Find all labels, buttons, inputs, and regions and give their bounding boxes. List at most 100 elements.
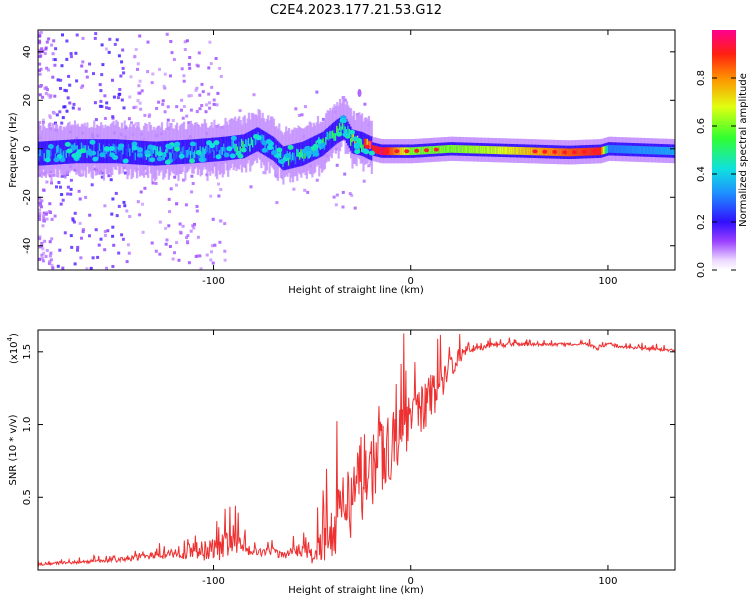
spectrogram-cell <box>587 147 590 156</box>
spectrogram-cell <box>51 145 54 154</box>
spectrogram-cell <box>529 147 532 156</box>
spectrogram-cell <box>194 150 197 159</box>
spectrogram-cell <box>211 261 215 265</box>
spectrogram-cell <box>542 149 548 154</box>
spectrogram-cell <box>54 47 58 51</box>
spectrogram-cell <box>42 251 46 255</box>
spectrogram-cell <box>577 148 580 156</box>
spectrogram-cell <box>341 190 345 194</box>
spectrogram-cell <box>53 111 56 115</box>
spectrogram-cell <box>218 240 222 244</box>
spectrogram-cell <box>276 147 283 153</box>
spectrogram-cell <box>137 147 143 153</box>
spectrogram-cell <box>90 183 94 187</box>
spectrogram-cell <box>221 147 224 155</box>
spectrogram-cell <box>59 78 63 82</box>
spectrogram-cell <box>312 143 319 149</box>
spectrogram-cell <box>205 146 208 154</box>
spectrogram-cell <box>158 220 162 224</box>
spectrogram-cell <box>467 145 470 154</box>
spectrogram-cell <box>189 108 193 112</box>
spectrogram-cell <box>38 203 42 207</box>
spectrogram-cell <box>460 145 463 153</box>
spectrogram-cell <box>200 82 204 86</box>
spectrogram-cell <box>44 255 48 258</box>
spectrogram-cell <box>38 62 42 66</box>
spectrogram-cell <box>75 33 79 37</box>
spectrogram-cell <box>118 88 122 91</box>
spectrogram-cell <box>182 105 186 108</box>
spectrogram-cell <box>61 266 65 270</box>
spectrogram-cell <box>53 150 56 159</box>
spectrogram-cell <box>239 146 242 155</box>
spectrogram-cell <box>367 140 371 149</box>
spectrogram-cell <box>64 141 71 147</box>
spectrogram-cell <box>150 241 154 245</box>
colorbar-tick-label: 0.0 <box>696 262 707 278</box>
spectrogram-cell <box>164 242 168 246</box>
spectrogram-cell <box>199 267 203 270</box>
spectrogram-cell <box>332 195 336 199</box>
spectrogram-cell <box>164 159 171 165</box>
spectrogram-cell <box>40 199 44 203</box>
spectrogram-cell <box>263 135 266 143</box>
spectrogram-cell <box>297 152 304 158</box>
spectrogram-cell <box>123 150 126 159</box>
spectrogram-cell <box>540 147 543 156</box>
spectrogram-cell <box>316 139 323 144</box>
spectrogram-cell <box>296 148 299 157</box>
spectrogram-cell <box>175 183 178 187</box>
spectrogram-cell <box>420 146 423 155</box>
spectrogram-cell <box>223 222 227 226</box>
spectrogram-cell <box>150 81 154 85</box>
spectrogram-cell <box>612 145 615 153</box>
spectrogram-cell <box>571 150 577 155</box>
spectrogram-cell <box>147 114 151 118</box>
spectrogram-cell <box>65 89 68 93</box>
spectrogram-cell <box>38 72 42 76</box>
spectrogram-cell <box>655 146 658 155</box>
spectrogram-cell <box>229 153 236 159</box>
spectrogram-cell <box>119 74 123 78</box>
spectrogram-cell <box>88 213 92 217</box>
spectrogram-cell <box>114 191 118 195</box>
spectrogram-cell <box>599 147 603 156</box>
spectrogram-cell <box>76 248 79 252</box>
spectrogram-cell <box>644 146 647 154</box>
spectrogram-cell <box>646 146 649 155</box>
spectrogram-cell <box>334 120 337 145</box>
spectrogram-cell <box>336 125 339 134</box>
spectrogram-cell <box>48 116 52 120</box>
spectrogram-cell <box>84 195 88 199</box>
spectrogram-cell <box>207 92 211 96</box>
spectrogram-cell <box>471 145 474 154</box>
spectrogram-cell <box>69 178 73 182</box>
spectrogram-cell <box>180 98 184 102</box>
spectrogram-cell <box>287 157 291 166</box>
spectrogram-cell <box>300 113 304 117</box>
spectrogram-cell <box>253 135 256 144</box>
spectrogram-cell <box>109 178 113 182</box>
spectrogram-cell <box>94 32 98 36</box>
spectrogram-cell <box>72 102 76 106</box>
spectrogram-cell <box>49 150 52 158</box>
spectrogram-cell <box>183 145 186 154</box>
spectrogram-cell <box>46 149 49 158</box>
spectrogram-cell <box>666 147 669 155</box>
spectrogram-cell <box>370 136 373 161</box>
spectrogram-cell <box>196 235 200 239</box>
spectrogram-cell <box>297 113 301 117</box>
spectrogram-cell <box>208 40 212 44</box>
spectrogram-cell <box>431 146 434 154</box>
spectrogram-cell <box>598 147 601 156</box>
spectrogram-cell <box>453 145 456 153</box>
spectrogram-cell <box>38 257 42 261</box>
spectrogram-cell <box>384 149 390 154</box>
spectrogram-cell <box>176 150 179 159</box>
spectrogram-cell <box>76 245 80 249</box>
spectrogram-cell <box>348 192 352 196</box>
spectrogram-cell <box>107 174 111 178</box>
spectrogram-cell <box>89 139 96 145</box>
spectrogram-cell <box>608 144 611 153</box>
spectrogram-cell <box>303 153 306 162</box>
